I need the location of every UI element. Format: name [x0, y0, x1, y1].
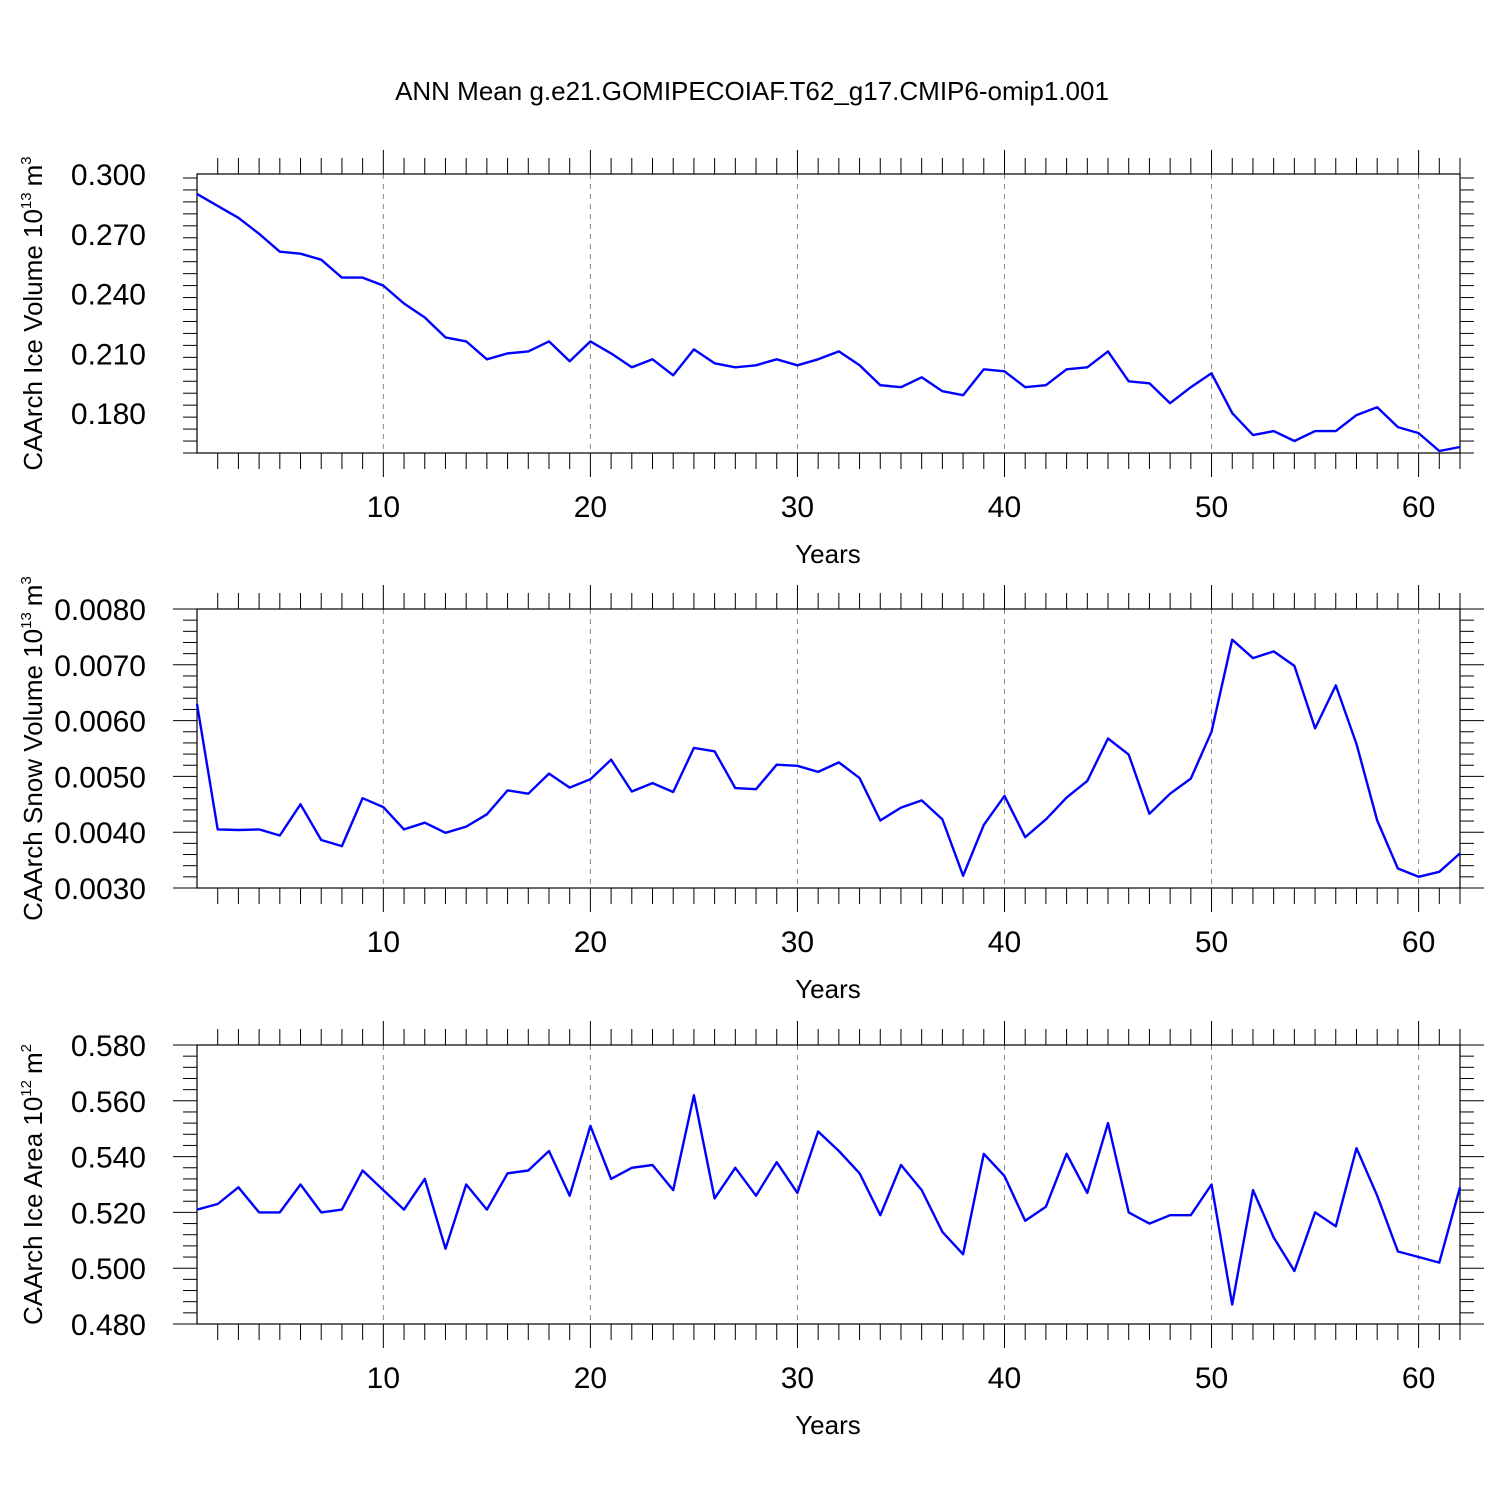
y-tick-label: 0.300	[71, 159, 146, 192]
x-tick-label: 20	[574, 491, 607, 524]
y-tick-label: 0.0080	[54, 594, 146, 627]
y-tick-label: 0.270	[71, 219, 146, 252]
series-line	[195, 638, 1461, 878]
x-tick-label: 60	[1402, 926, 1435, 959]
x-tick-label: 50	[1195, 1362, 1228, 1395]
y-axis-label-unit-exponent: 3	[18, 576, 35, 584]
y-tick-label: 0.560	[71, 1086, 146, 1119]
y-tick-label: 0.520	[71, 1197, 146, 1230]
x-tick-label: 10	[367, 1362, 400, 1395]
x-tick-label: 30	[781, 1362, 814, 1395]
y-tick-label: 0.0040	[54, 817, 146, 850]
y-axis-label: CAArch Ice Area 1012 m2	[18, 1044, 48, 1325]
y-axis-label: CAArch Ice Volume 1013 m3	[18, 156, 48, 470]
y-tick-label: 0.500	[71, 1253, 146, 1286]
y-tick-label: 0.540	[71, 1142, 146, 1175]
x-tick-label: 60	[1402, 491, 1435, 524]
panels: 0.300 0.270 0.240 0.210 0.180 10 20 30 40 50 60 Yea…	[18, 150, 1484, 1440]
series-line	[196, 1093, 1462, 1306]
y-axis-label-unit: m	[18, 1052, 48, 1074]
y-tick-label: 0.480	[71, 1309, 146, 1342]
chart-panel-3: 0.580 0.560 0.540 0.520 0.500 0.480 10 20 30 40 50…	[18, 1021, 1484, 1440]
x-tick-label: 10	[367, 926, 400, 959]
y-tick-label: 0.0060	[54, 706, 146, 739]
chart-panel-1: 0.300 0.270 0.240 0.210 0.180 10 20 30 40 50 60 Yea…	[18, 150, 1474, 569]
x-tick-label: 40	[988, 1362, 1021, 1395]
plot-frame	[196, 1044, 1461, 1325]
y-axis-label-main: CAArch Ice Volume 10	[18, 209, 48, 471]
x-tick-label: 20	[574, 926, 607, 959]
y-tick-label: 0.580	[71, 1030, 146, 1063]
y-tick-label: 0.0070	[54, 650, 146, 683]
plot-frame	[196, 608, 1461, 889]
x-axis-label: Years	[795, 974, 861, 1004]
x-axis-label: Years	[795, 539, 861, 569]
y-axis-label-unit-exponent: 3	[18, 156, 35, 164]
x-tick-label: 30	[781, 491, 814, 524]
y-axis-label-unit-exponent: 2	[18, 1044, 35, 1052]
y-tick-label: 0.0050	[54, 761, 146, 794]
y-axis-label-unit: m	[18, 165, 48, 187]
y-tick-label: 0.210	[71, 338, 146, 371]
y-axis-label-exponent: 13	[18, 192, 35, 209]
y-axis-label-exponent: 12	[18, 1080, 35, 1097]
y-tick-label: 0.240	[71, 279, 146, 312]
y-tick-label: 0.0030	[54, 873, 146, 906]
x-tick-label: 20	[574, 1362, 607, 1395]
y-tick-label: 0.180	[71, 398, 146, 431]
y-axis-label-unit: m	[18, 585, 48, 607]
x-axis-label: Years	[795, 1410, 861, 1440]
x-tick-label: 10	[367, 491, 400, 524]
x-tick-label: 40	[988, 926, 1021, 959]
plot-frame	[196, 173, 1461, 454]
x-tick-label: 30	[781, 926, 814, 959]
chart-panel-2: 0.0080 0.0070 0.0060 0.0050 0.0040 0.0030 10 20…	[18, 576, 1484, 1004]
x-tick-label: 60	[1402, 1362, 1435, 1395]
figure-title: ANN Mean g.e21.GOMIPECOIAF.T62_g17.CMIP6…	[395, 76, 1109, 106]
y-axis-label-main: CAArch Snow Volume 10	[18, 629, 48, 921]
series-line	[196, 192, 1461, 453]
x-tick-label: 50	[1195, 491, 1228, 524]
x-tick-label: 50	[1195, 926, 1228, 959]
y-axis-label-main: CAArch Ice Area 10	[18, 1097, 48, 1325]
y-axis-label-exponent: 13	[18, 612, 35, 629]
x-tick-label: 40	[988, 491, 1021, 524]
y-axis-label: CAArch Snow Volume 1013 m3	[18, 576, 48, 921]
